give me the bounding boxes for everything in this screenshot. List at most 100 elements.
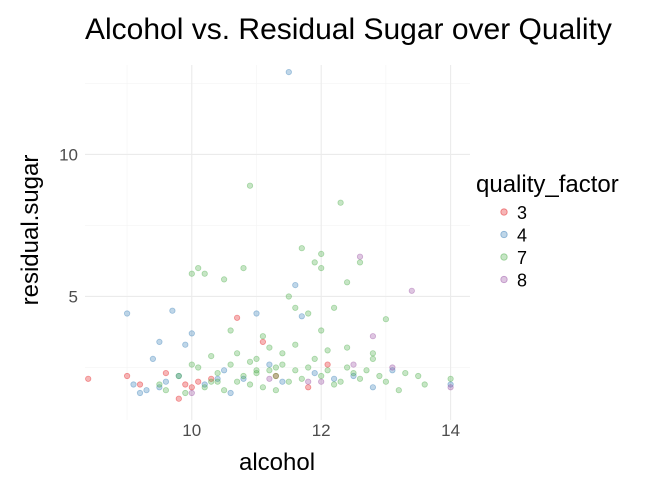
data-point-quality-7	[214, 369, 221, 377]
data-point-quality-4	[292, 281, 299, 289]
data-point-quality-3	[182, 381, 189, 388]
data-point-quality-8	[369, 333, 376, 340]
data-point-quality-7	[330, 381, 338, 388]
data-point-quality-4	[156, 338, 163, 345]
legend-label-4: 4	[517, 226, 527, 246]
data-point-quality-4	[201, 381, 208, 388]
data-point-quality-3	[272, 372, 279, 380]
data-point-quality-7	[279, 350, 286, 357]
data-point-quality-7	[285, 378, 292, 385]
data-point-quality-7	[337, 378, 344, 385]
data-point-quality-7	[253, 369, 260, 377]
data-point-quality-7	[298, 375, 305, 382]
data-point-quality-3	[188, 384, 195, 391]
legend-label-7: 7	[517, 248, 527, 268]
axis-tick-labels: 10 12 14 5 10	[59, 145, 460, 440]
data-point-quality-7	[156, 381, 163, 388]
data-point-quality-8	[266, 375, 273, 382]
data-point-quality-7	[188, 270, 195, 277]
data-point-quality-7	[376, 372, 383, 380]
plot-gridlines	[85, 65, 470, 420]
data-point-quality-7	[369, 350, 376, 357]
data-point-quality-3	[259, 338, 266, 345]
data-point-quality-4	[221, 367, 228, 374]
data-point-quality-7	[240, 372, 247, 380]
data-point-quality-4	[130, 381, 137, 388]
data-point-quality-4	[214, 375, 221, 382]
y-tick-label: 5	[69, 287, 78, 306]
data-point-quality-7	[162, 387, 169, 394]
data-point-quality-4	[279, 378, 286, 385]
legend-label-8: 8	[517, 271, 527, 291]
data-point-quality-4	[369, 384, 376, 391]
data-point-quality-8	[408, 287, 415, 294]
data-point-quality-7	[343, 364, 351, 371]
data-point-quality-3	[175, 395, 182, 402]
data-point-quality-7	[356, 259, 364, 266]
data-point-quality-4	[266, 361, 273, 368]
data-point-quality-7	[363, 367, 370, 374]
legend: quality_factor 3 47 8	[476, 171, 619, 291]
data-point-quality-7	[182, 389, 189, 397]
x-tick-label: 12	[312, 421, 331, 440]
data-point-quality-7	[195, 264, 202, 272]
data-point-quality-8	[389, 364, 396, 371]
data-point-quality-4	[188, 330, 195, 337]
legend-title: quality_factor	[476, 171, 619, 198]
data-point-quality-3	[195, 378, 202, 385]
data-point-quality-7	[305, 364, 312, 371]
data-point-quality-7	[221, 276, 228, 283]
data-point-quality-7	[318, 327, 325, 334]
data-point-quality-4	[350, 372, 357, 380]
data-point-quality-8	[318, 378, 325, 385]
data-point-quality-7	[324, 347, 331, 354]
data-point-quality-3	[234, 314, 241, 321]
data-point-quality-7	[240, 264, 247, 272]
data-point-quality-7	[214, 378, 221, 385]
data-point-quality-4	[143, 387, 150, 394]
data-point-quality-7	[175, 372, 182, 380]
data-point-quality-7	[305, 310, 312, 317]
data-point-quality-4	[149, 355, 156, 362]
data-point-quality-3	[136, 381, 144, 388]
data-point-quality-7	[330, 304, 338, 311]
data-point-quality-7	[356, 375, 364, 382]
data-point-quality-7	[201, 384, 208, 391]
data-point-quality-4	[298, 313, 305, 320]
data-point-quality-7	[343, 279, 351, 286]
data-point-quality-7	[337, 199, 344, 206]
data-point-quality-7	[292, 367, 299, 374]
data-point-quality-7	[208, 378, 215, 385]
data-point-quality-4	[253, 310, 260, 317]
data-point-quality-4	[182, 341, 189, 348]
data-point-quality-3	[162, 369, 169, 377]
data-point-quality-7	[285, 293, 292, 300]
data-point-quality-7	[266, 344, 273, 351]
data-point-quality-7	[318, 372, 325, 380]
data-point-quality-8	[350, 361, 357, 368]
data-point-quality-7	[324, 367, 331, 374]
data-point-quality-7	[259, 384, 266, 391]
legend-key-3	[500, 208, 508, 216]
data-point-quality-4	[124, 310, 131, 317]
data-point-quality-4	[330, 375, 338, 382]
data-point-quality-4	[156, 384, 163, 391]
data-point-quality-7	[350, 369, 357, 377]
data-point-quality-3	[124, 372, 131, 380]
data-point-quality-4	[240, 375, 247, 382]
data-point-quality-7	[188, 361, 195, 368]
data-point-quality-4	[285, 69, 292, 76]
data-point-quality-7	[221, 387, 228, 394]
data-point-quality-7	[195, 364, 202, 371]
data-point-quality-7	[246, 381, 254, 388]
data-point-quality-4	[169, 307, 176, 314]
data-point-quality-4	[389, 367, 396, 374]
data-point-quality-4	[311, 369, 318, 377]
data-point-quality-7	[201, 270, 208, 277]
legend-key-8	[500, 275, 508, 284]
data-point-quality-7	[272, 387, 279, 394]
data-point-quality-7	[208, 352, 215, 360]
data-point-quality-7	[402, 369, 409, 377]
data-point-quality-3	[208, 375, 215, 382]
